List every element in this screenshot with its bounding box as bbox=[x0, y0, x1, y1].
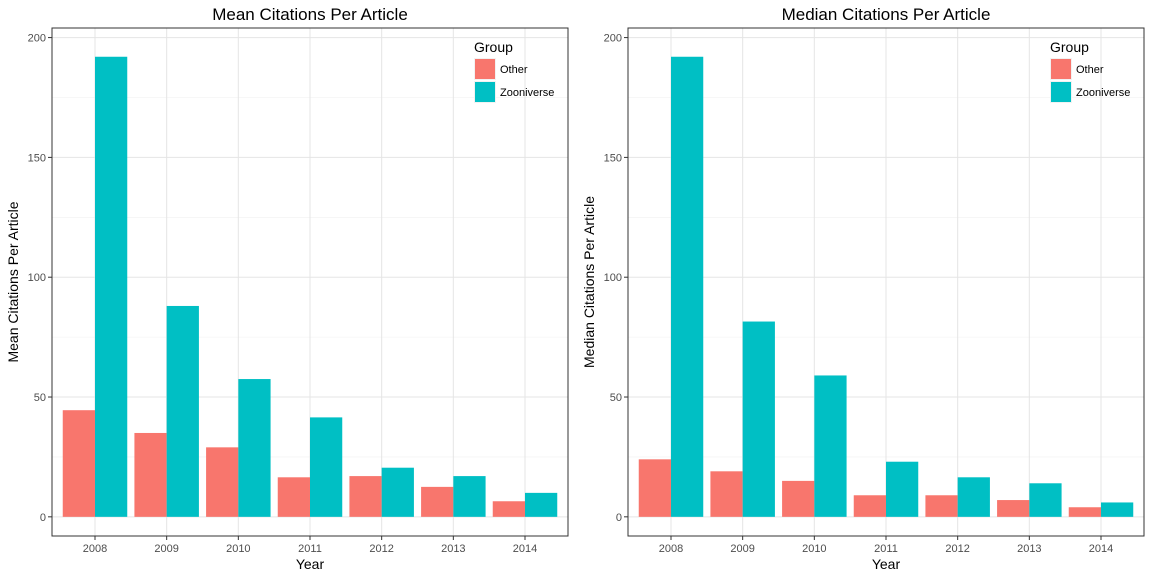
bar-other-2012 bbox=[925, 495, 958, 517]
y-tick-label: 150 bbox=[28, 152, 46, 164]
x-tick-label: 2014 bbox=[1089, 543, 1113, 555]
bar-other-2009 bbox=[710, 471, 743, 517]
legend-title: Group bbox=[474, 39, 513, 55]
x-tick-label: 2014 bbox=[513, 543, 537, 555]
bar-zooniverse-2013 bbox=[1029, 483, 1062, 517]
y-axis-title: Median Citations Per Article bbox=[581, 196, 597, 368]
bar-other-2010 bbox=[206, 447, 239, 517]
y-tick-label: 100 bbox=[28, 272, 46, 284]
chart-title: Median Citations Per Article bbox=[782, 5, 991, 24]
x-tick-label: 2013 bbox=[441, 543, 465, 555]
x-tick-label: 2011 bbox=[874, 543, 898, 555]
bar-zooniverse-2011 bbox=[886, 461, 919, 517]
bar-other-2013 bbox=[997, 500, 1030, 517]
bar-zooniverse-2009 bbox=[166, 305, 199, 517]
bar-other-2011 bbox=[853, 495, 886, 517]
bar-other-2009 bbox=[134, 432, 167, 517]
chart-panel-1: 0 50 100 150 200 2008 2009 2010 2011 2012 2013 2014… bbox=[5, 5, 569, 572]
y-axis-title: Mean Citations Per Article bbox=[5, 201, 21, 362]
legend-key-other bbox=[1051, 59, 1071, 79]
bar-zooniverse-2012 bbox=[381, 467, 414, 517]
y-tick-label: 100 bbox=[604, 272, 622, 284]
bar-other-2011 bbox=[277, 477, 310, 517]
bar-zooniverse-2011 bbox=[310, 417, 343, 517]
legend-label-other: Other bbox=[500, 64, 528, 76]
x-tick-label: 2011 bbox=[298, 543, 322, 555]
legend-label-zooniverse: Zooniverse bbox=[1076, 87, 1130, 99]
x-axis-title: Year bbox=[872, 556, 901, 572]
chart-title: Mean Citations Per Article bbox=[212, 5, 408, 24]
y-tick-label: 50 bbox=[34, 392, 46, 404]
y-tick-label: 50 bbox=[610, 392, 622, 404]
bar-zooniverse-2010 bbox=[814, 375, 847, 517]
bar-other-2014 bbox=[1068, 507, 1101, 517]
bar-other-2013 bbox=[421, 486, 454, 517]
x-tick-label: 2013 bbox=[1017, 543, 1041, 555]
x-axis-title: Year bbox=[296, 556, 325, 572]
chart-panel-2: 0 50 100 150 200 2008 2009 2010 2011 2012 2013 2014… bbox=[581, 5, 1145, 572]
bar-zooniverse-2014 bbox=[525, 492, 558, 517]
x-tick-label: 2009 bbox=[730, 543, 754, 555]
y-tick-label: 0 bbox=[40, 512, 46, 524]
legend-label-other: Other bbox=[1076, 64, 1104, 76]
bar-other-2008 bbox=[62, 410, 95, 517]
y-tick-label: 0 bbox=[616, 512, 622, 524]
bar-zooniverse-2012 bbox=[957, 477, 990, 517]
legend-title: Group bbox=[1050, 39, 1089, 55]
legend: Group Other Zooniverse bbox=[1050, 39, 1130, 103]
y-tick-label: 150 bbox=[604, 152, 622, 164]
x-tick-label: 2009 bbox=[154, 543, 178, 555]
y-tick-label: 200 bbox=[28, 33, 46, 45]
bar-other-2010 bbox=[782, 480, 815, 517]
x-tick-label: 2008 bbox=[83, 543, 107, 555]
bar-zooniverse-2008 bbox=[671, 56, 704, 517]
y-tick-label: 200 bbox=[604, 33, 622, 45]
bar-other-2008 bbox=[638, 459, 671, 517]
bar-zooniverse-2008 bbox=[95, 56, 128, 517]
bar-zooniverse-2014 bbox=[1101, 502, 1134, 517]
legend-key-other bbox=[475, 59, 495, 79]
bar-zooniverse-2013 bbox=[453, 476, 486, 517]
x-tick-label: 2008 bbox=[659, 543, 683, 555]
legend-key-zooniverse bbox=[1051, 82, 1071, 102]
legend: Group Other Zooniverse bbox=[474, 39, 554, 103]
x-tick-label: 2012 bbox=[945, 543, 969, 555]
bar-zooniverse-2010 bbox=[238, 379, 271, 517]
bar-other-2014 bbox=[492, 501, 525, 517]
x-tick-label: 2010 bbox=[226, 543, 250, 555]
x-tick-label: 2010 bbox=[802, 543, 826, 555]
legend-label-zooniverse: Zooniverse bbox=[500, 87, 554, 99]
legend-key-zooniverse bbox=[475, 82, 495, 102]
x-tick-label: 2012 bbox=[369, 543, 393, 555]
bar-zooniverse-2009 bbox=[742, 321, 775, 517]
bar-other-2012 bbox=[349, 476, 382, 517]
